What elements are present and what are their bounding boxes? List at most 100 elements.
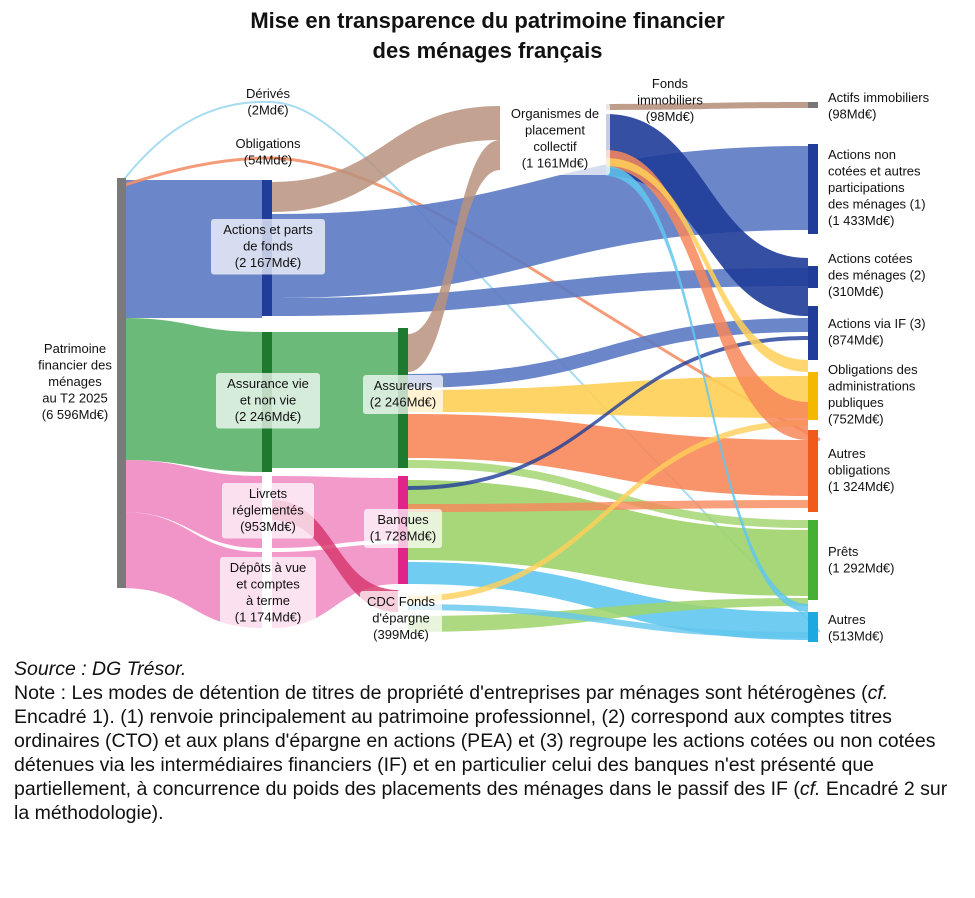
label-box <box>363 375 443 414</box>
flow-opc-to-autres <box>606 166 808 612</box>
title-line-2: des ménages français <box>372 38 603 63</box>
label-line: Organismes de <box>511 106 599 121</box>
title-line-1: Mise en transparence du patrimoine finan… <box>250 8 725 33</box>
label-box <box>222 483 314 539</box>
node-label-assurance: Assurance vie et non vie(2 246Md€) <box>216 373 320 429</box>
label-line: (513Md€) <box>828 629 884 644</box>
label-line: (2 246Md€) <box>370 395 436 410</box>
flow-cdc-to-apu <box>408 420 808 602</box>
flow-assureurs-to-prets <box>408 460 808 528</box>
label-box <box>211 219 325 275</box>
bar-prets <box>808 520 818 600</box>
flow-assureurs-to-autres-oblig <box>408 414 808 496</box>
label-line: Obligations <box>235 136 301 151</box>
note-cf-2: cf. <box>799 778 821 800</box>
label-line: CDC Fonds <box>367 594 435 609</box>
bar-autres-oblig <box>808 430 818 512</box>
label-line: (752Md€) <box>828 412 884 427</box>
node-label-banques: Banques (1 728Md€) <box>364 509 442 548</box>
label-box <box>500 103 610 175</box>
label-box <box>216 373 320 429</box>
source-line: Source : DG Trésor. <box>14 658 187 680</box>
note-cf-1: cf. <box>867 682 889 704</box>
label-line: Actions cotées <box>828 251 913 266</box>
label-line: à terme <box>246 593 290 608</box>
label-line: (6 596Md€) <box>42 407 108 422</box>
label-line: (98Md€) <box>828 107 876 122</box>
label-line: placement <box>525 123 585 138</box>
label-line: Assurance vie <box>227 376 309 391</box>
label-line: des ménages (1) <box>828 197 926 212</box>
label-line: Fonds <box>652 76 689 91</box>
label-line: Actifs immobiliers <box>828 90 930 105</box>
flow-assurance-to-assureurs <box>272 332 398 468</box>
bar-actions-if <box>808 306 818 360</box>
label-line: et comptes <box>236 577 300 592</box>
node-label-livrets: Livrets réglementés(953Md€) <box>222 483 314 539</box>
label-line: (953Md€) <box>240 519 296 534</box>
label-line: réglementés <box>232 503 304 518</box>
node-label-autres-oblig: Autres obligations(1 324Md€) <box>828 446 894 494</box>
sankey-flows <box>121 100 821 640</box>
node-label-actions-parts: Actions et parts de fonds(2 167Md€) <box>211 219 325 275</box>
label-box <box>360 591 442 647</box>
label-line: (1 728Md€) <box>370 529 436 544</box>
node-label-assureurs: Assureurs (2 246Md€) <box>363 375 443 414</box>
node-label-actions-if: Actions via IF (3) (874Md€) <box>828 316 926 348</box>
label-line: ménages <box>48 374 102 389</box>
bar-oblig-apu <box>808 372 818 420</box>
flow-opc-to-fonds-immo <box>606 102 808 110</box>
label-line: Actions non <box>828 147 896 162</box>
label-line: (1 324Md€) <box>828 479 894 494</box>
chart-title: Mise en transparence du patrimoine finan… <box>0 6 975 66</box>
label-line: des ménages (2) <box>828 268 926 283</box>
bar-actions-non-cotees <box>808 144 818 234</box>
label-line: (2 246Md€) <box>235 409 301 424</box>
flow-banques-to-if <box>408 336 808 490</box>
note-part-3: Encadré 2 sur la méthodologie). <box>14 778 948 824</box>
label-line: de fonds <box>243 239 293 254</box>
label-box <box>220 557 316 629</box>
label-line: Assureurs <box>374 378 433 393</box>
flow-opc-to-if <box>606 114 808 316</box>
label-line: et non vie <box>240 393 296 408</box>
label-line: Dérivés <box>246 86 291 101</box>
label-line: participations <box>828 180 905 195</box>
label-line: (1 174Md€) <box>235 610 301 625</box>
label-line: Autres <box>828 612 866 627</box>
bar-patrimoine <box>117 178 126 588</box>
bar-autres <box>808 612 818 642</box>
label-line: administrations <box>828 379 916 394</box>
note-part-1: Note : Les modes de détention de titres … <box>14 682 868 704</box>
flow-assureurs-to-opc <box>408 140 500 372</box>
flow-opc-to-autres-oblig <box>606 150 808 440</box>
label-line: (1 292Md€) <box>828 561 894 576</box>
bar-actifs-immo <box>808 102 818 108</box>
note-part-2: Encadré 1). (1) renvoie principalement a… <box>14 706 936 800</box>
node-label-derives: Dérivés (2Md€) <box>246 86 291 118</box>
flow-actions-to-cotees <box>272 268 808 316</box>
label-line: au T2 2025 <box>42 391 108 406</box>
node-label-actions-non-cotees: Actions non cotées et autresparticipation… <box>828 147 926 228</box>
node-label-prets: Prêts (1 292Md€) <box>828 544 894 576</box>
flow-assureurs-to-if <box>408 318 808 388</box>
node-label-cdc: CDC Fonds d'épargne(399Md€) <box>360 591 442 647</box>
node-label-fonds-immo: Fonds immobiliers(98Md€) <box>637 76 703 124</box>
label-line: Livrets <box>249 486 288 501</box>
label-line: Autres <box>828 446 866 461</box>
label-line: Dépôts à vue <box>230 560 307 575</box>
label-line: immobiliers <box>637 93 703 108</box>
label-line: Patrimoine <box>44 341 106 356</box>
label-line: (54Md€) <box>244 153 292 168</box>
flow-assurance <box>122 318 262 472</box>
note-paragraph: Note : Les modes de détention de titres … <box>14 681 964 825</box>
flow-actions <box>122 180 262 318</box>
label-line: Actions via IF (3) <box>828 316 926 331</box>
flow-cdc-to-autres <box>408 604 808 638</box>
label-line: (98Md€) <box>646 109 694 124</box>
